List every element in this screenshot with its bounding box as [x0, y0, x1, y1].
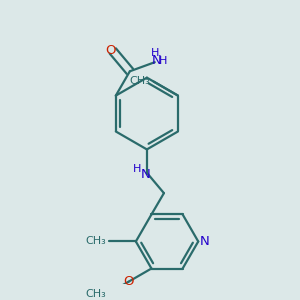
Text: CH₃: CH₃ — [85, 289, 106, 299]
Text: O: O — [105, 44, 116, 56]
Text: N: N — [140, 168, 150, 181]
Text: N: N — [200, 235, 209, 248]
Text: CH₃: CH₃ — [85, 236, 106, 246]
Text: H: H — [133, 164, 142, 174]
Text: O: O — [123, 275, 134, 288]
Text: H: H — [151, 49, 159, 58]
Text: N: N — [152, 54, 161, 67]
Text: H: H — [159, 56, 168, 66]
Text: CH₃: CH₃ — [129, 76, 150, 86]
